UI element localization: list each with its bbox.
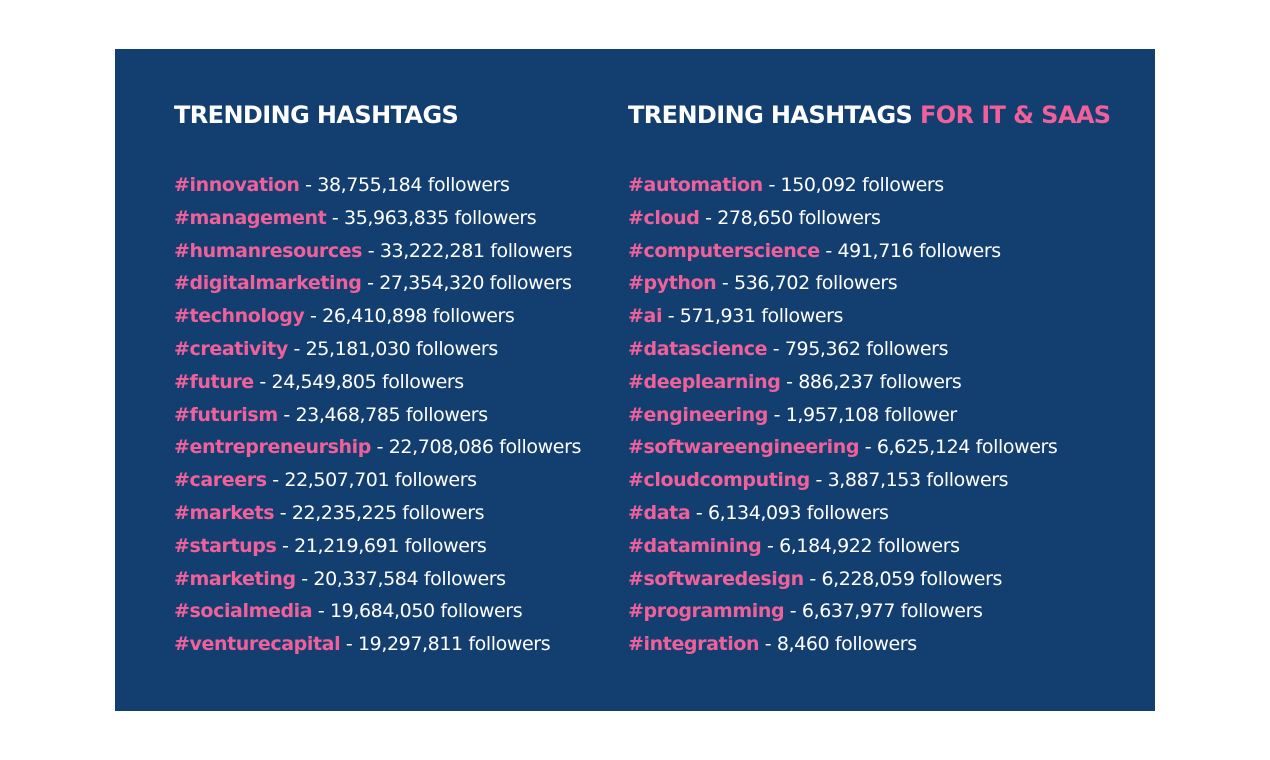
hashtag: #ai bbox=[628, 305, 663, 328]
hashtag-row: #venturecapital - 19,297,811 followers bbox=[174, 628, 581, 661]
follower-count: - 24,549,805 followers bbox=[253, 370, 464, 393]
hashtag: #markets bbox=[174, 501, 275, 524]
follower-count: - 26,410,898 followers bbox=[304, 305, 515, 328]
hashtag: #futurism bbox=[174, 403, 278, 426]
hashtag-row: #programming - 6,637,977 followers bbox=[628, 595, 1057, 628]
hashtag-row: #python - 536,702 followers bbox=[628, 267, 1057, 300]
hashtag: #softwaredesign bbox=[628, 567, 804, 590]
hashtag-row: #digitalmarketing - 27,354,320 followers bbox=[174, 267, 581, 300]
follower-count: - 27,354,320 followers bbox=[361, 272, 572, 295]
hashtag-row: #deeplearning - 886,237 followers bbox=[628, 366, 1057, 399]
hashtag-row: #cloudcomputing - 3,887,153 followers bbox=[628, 464, 1057, 497]
follower-count: - 886,237 followers bbox=[780, 370, 962, 393]
hashtag-row: #entrepreneurship - 22,708,086 followers bbox=[174, 431, 581, 464]
hashtag-row: #futurism - 23,468,785 followers bbox=[174, 399, 581, 432]
follower-count: - 38,755,184 followers bbox=[299, 174, 510, 196]
follower-count: - 6,184,922 followers bbox=[761, 534, 960, 557]
hashtag-row: #ai - 571,931 followers bbox=[628, 300, 1057, 333]
follower-count: - 22,507,701 followers bbox=[266, 469, 477, 492]
hashtag: #deeplearning bbox=[628, 370, 781, 393]
heading-accent: FOR IT & SAAS bbox=[919, 101, 1111, 129]
hashtag: #careers bbox=[174, 469, 267, 492]
hashtag: #startups bbox=[174, 534, 277, 557]
heading-text: TRENDING HASHTAGS bbox=[174, 101, 459, 129]
hashtag: #entrepreneurship bbox=[174, 436, 371, 459]
hashtag-row: #innovation - 38,755,184 followers bbox=[174, 169, 581, 202]
hashtag: #data bbox=[628, 501, 691, 524]
hashtag: #softwareengineering bbox=[628, 436, 860, 459]
it-saas-hashtags-heading: TRENDING HASHTAGS FOR IT & SAAS bbox=[628, 101, 1111, 129]
hashtag-row: #data - 6,134,093 followers bbox=[628, 497, 1057, 530]
hashtag-row: #softwaredesign - 6,228,059 followers bbox=[628, 563, 1057, 596]
follower-count: - 150,092 followers bbox=[762, 174, 944, 196]
hashtag: #automation bbox=[628, 174, 763, 196]
follower-count: - 20,337,584 followers bbox=[295, 567, 506, 590]
hashtag-row: #datascience - 795,362 followers bbox=[628, 333, 1057, 366]
hashtag-row: #careers - 22,507,701 followers bbox=[174, 464, 581, 497]
it-saas-hashtags-list: #automation - 150,092 followers #cloud - … bbox=[628, 169, 1058, 661]
follower-count: - 35,963,835 followers bbox=[326, 206, 537, 229]
follower-count: - 491,716 followers bbox=[819, 239, 1001, 262]
follower-count: - 22,708,086 followers bbox=[371, 436, 582, 459]
hashtag-row: #humanresources - 33,222,281 followers bbox=[174, 235, 581, 268]
hashtag: #python bbox=[628, 272, 717, 295]
hashtag: #socialmedia bbox=[174, 600, 313, 623]
hashtag-row: #management - 35,963,835 followers bbox=[174, 202, 581, 235]
follower-count: - 25,181,030 followers bbox=[287, 337, 498, 360]
follower-count: - 33,222,281 followers bbox=[362, 239, 573, 262]
hashtag: #programming bbox=[628, 600, 785, 623]
hashtag: #marketing bbox=[174, 567, 296, 590]
hashtag-row: #technology - 26,410,898 followers bbox=[174, 300, 581, 333]
hashtag: #future bbox=[174, 370, 254, 393]
hashtag: #datascience bbox=[628, 337, 768, 360]
hashtag-row: #cloud - 278,650 followers bbox=[628, 202, 1057, 235]
follower-count: - 19,684,050 followers bbox=[312, 600, 523, 623]
follower-count: - 536,702 followers bbox=[716, 272, 898, 295]
follower-count: - 6,637,977 followers bbox=[784, 600, 983, 623]
hashtag-row: #socialmedia - 19,684,050 followers bbox=[174, 595, 581, 628]
follower-count: - 6,228,059 followers bbox=[803, 567, 1003, 590]
hashtag-row: #datamining - 6,184,922 followers bbox=[628, 530, 1057, 563]
hashtag: #computerscience bbox=[628, 239, 820, 262]
hashtag: #integration bbox=[628, 633, 760, 656]
follower-count: - 3,887,153 followers bbox=[809, 469, 1009, 492]
hashtag: #creativity bbox=[174, 337, 288, 360]
hashtag: #venturecapital bbox=[174, 633, 341, 656]
hashtag: #cloud bbox=[628, 206, 700, 229]
hashtag-row: #computerscience - 491,716 followers bbox=[628, 235, 1057, 268]
hashtag-row: #integration - 8,460 followers bbox=[628, 628, 1057, 661]
follower-count: - 21,219,691 followers bbox=[276, 534, 487, 557]
hashtags-card: TRENDING HASHTAGS #innovation - 38,755,1… bbox=[115, 49, 1155, 711]
hashtag-row: #startups - 21,219,691 followers bbox=[174, 530, 581, 563]
follower-count: - 6,625,124 followers bbox=[859, 436, 1058, 459]
hashtag-row: #engineering - 1,957,108 follower bbox=[628, 399, 1057, 432]
trending-hashtags-list: #innovation - 38,755,184 followers #manag… bbox=[174, 169, 581, 661]
follower-count: - 1,957,108 follower bbox=[767, 403, 958, 426]
heading-text: TRENDING HASHTAGS bbox=[628, 101, 920, 129]
hashtag-row: #automation - 150,092 followers bbox=[628, 169, 1057, 202]
follower-count: - 22,235,225 followers bbox=[274, 501, 485, 524]
hashtag-row: #softwareengineering - 6,625,124 followe… bbox=[628, 431, 1058, 464]
follower-count: - 571,931 followers bbox=[662, 305, 844, 328]
hashtag: #cloudcomputing bbox=[628, 469, 810, 492]
follower-count: - 8,460 followers bbox=[759, 633, 917, 656]
hashtag: #technology bbox=[174, 305, 305, 328]
hashtag: #datamining bbox=[628, 534, 762, 557]
follower-count: - 795,362 followers bbox=[767, 337, 949, 360]
hashtag-row: #creativity - 25,181,030 followers bbox=[174, 333, 581, 366]
trending-hashtags-heading: TRENDING HASHTAGS bbox=[174, 101, 459, 129]
hashtag-row: #future - 24,549,805 followers bbox=[174, 366, 581, 399]
follower-count: - 23,468,785 followers bbox=[277, 403, 488, 426]
hashtag: #humanresources bbox=[174, 239, 363, 262]
hashtag: #management bbox=[174, 206, 327, 229]
follower-count: - 278,650 followers bbox=[699, 206, 881, 229]
hashtag: #digitalmarketing bbox=[174, 272, 362, 295]
hashtag: #innovation bbox=[174, 174, 300, 196]
hashtag-row: #markets - 22,235,225 followers bbox=[174, 497, 581, 530]
follower-count: - 6,134,093 followers bbox=[690, 501, 889, 524]
hashtag: #engineering bbox=[628, 403, 768, 426]
hashtag-row: #marketing - 20,337,584 followers bbox=[174, 563, 581, 596]
follower-count: - 19,297,811 followers bbox=[340, 633, 551, 656]
